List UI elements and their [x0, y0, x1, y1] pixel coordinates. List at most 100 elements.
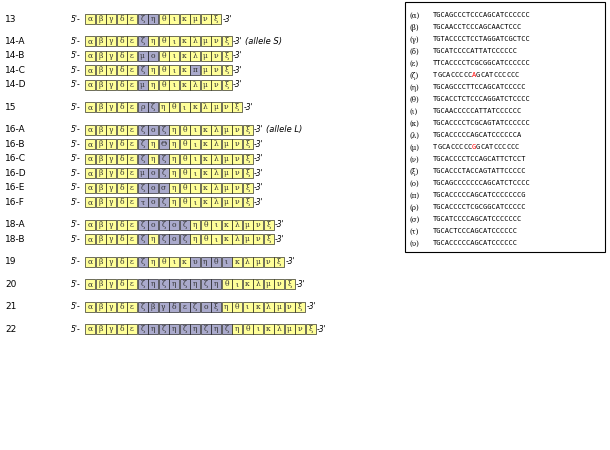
Text: λ: λ — [214, 198, 218, 207]
FancyBboxPatch shape — [243, 324, 253, 334]
FancyBboxPatch shape — [137, 36, 148, 46]
FancyBboxPatch shape — [137, 51, 148, 61]
Text: ξ: ξ — [245, 170, 249, 177]
Text: ι: ι — [193, 155, 196, 163]
FancyBboxPatch shape — [148, 154, 158, 164]
Text: β: β — [98, 303, 102, 311]
Text: β: β — [98, 155, 102, 163]
Text: ζ: ζ — [140, 37, 145, 45]
Text: ο: ο — [203, 303, 208, 311]
Text: α: α — [87, 81, 93, 89]
FancyBboxPatch shape — [232, 154, 242, 164]
FancyBboxPatch shape — [137, 125, 148, 135]
FancyBboxPatch shape — [137, 234, 148, 244]
Text: η: η — [172, 198, 176, 207]
Text: ζ: ζ — [140, 184, 145, 192]
FancyBboxPatch shape — [127, 234, 137, 244]
Text: ε: ε — [182, 303, 187, 311]
FancyBboxPatch shape — [117, 154, 126, 164]
FancyBboxPatch shape — [137, 220, 148, 230]
Text: λ: λ — [235, 221, 240, 229]
FancyBboxPatch shape — [117, 80, 126, 90]
Text: C: C — [498, 72, 502, 78]
FancyBboxPatch shape — [148, 80, 158, 90]
FancyBboxPatch shape — [201, 183, 210, 193]
Text: C: C — [502, 72, 506, 78]
FancyBboxPatch shape — [159, 279, 168, 289]
Text: ζ: ζ — [140, 140, 145, 148]
FancyBboxPatch shape — [127, 183, 137, 193]
Text: ξ: ξ — [214, 303, 218, 311]
Text: 16-B: 16-B — [5, 140, 26, 149]
FancyBboxPatch shape — [85, 183, 95, 193]
FancyBboxPatch shape — [169, 324, 179, 334]
Text: γ: γ — [109, 184, 113, 192]
Text: ν: ν — [224, 104, 229, 112]
FancyBboxPatch shape — [96, 125, 106, 135]
Text: γ: γ — [109, 170, 113, 177]
Text: 5'-: 5'- — [71, 235, 81, 244]
FancyBboxPatch shape — [201, 168, 210, 179]
FancyBboxPatch shape — [117, 279, 126, 289]
FancyBboxPatch shape — [211, 103, 221, 112]
FancyBboxPatch shape — [201, 140, 210, 149]
FancyBboxPatch shape — [127, 324, 137, 334]
Text: λ: λ — [256, 280, 260, 288]
Text: ε: ε — [130, 325, 134, 333]
FancyBboxPatch shape — [264, 220, 273, 230]
FancyBboxPatch shape — [201, 66, 210, 76]
FancyBboxPatch shape — [211, 220, 221, 230]
Text: θ: θ — [161, 67, 166, 75]
FancyBboxPatch shape — [211, 183, 221, 193]
FancyBboxPatch shape — [127, 125, 137, 135]
FancyBboxPatch shape — [169, 154, 179, 164]
Text: C: C — [442, 144, 446, 150]
FancyBboxPatch shape — [243, 198, 253, 207]
FancyBboxPatch shape — [169, 257, 179, 267]
FancyBboxPatch shape — [96, 66, 106, 76]
Text: η: η — [172, 155, 176, 163]
Text: ζ: ζ — [140, 280, 145, 288]
FancyBboxPatch shape — [127, 302, 137, 312]
FancyBboxPatch shape — [159, 183, 168, 193]
Text: (α): (α) — [409, 12, 419, 20]
FancyBboxPatch shape — [137, 66, 148, 76]
Text: ν: ν — [298, 325, 303, 333]
FancyBboxPatch shape — [117, 302, 126, 312]
Text: μ: μ — [140, 81, 145, 89]
Text: 5'-: 5'- — [71, 302, 81, 311]
FancyBboxPatch shape — [169, 168, 179, 179]
FancyBboxPatch shape — [201, 154, 210, 164]
Text: ι: ι — [173, 81, 176, 89]
FancyBboxPatch shape — [201, 220, 210, 230]
Text: 18-B: 18-B — [5, 235, 26, 244]
FancyBboxPatch shape — [148, 279, 158, 289]
FancyBboxPatch shape — [85, 36, 95, 46]
FancyBboxPatch shape — [117, 140, 126, 149]
Text: C: C — [450, 144, 454, 150]
FancyBboxPatch shape — [106, 220, 116, 230]
Text: υ: υ — [193, 258, 197, 266]
Text: ζ: ζ — [224, 325, 229, 333]
Text: ξ: ξ — [235, 104, 239, 112]
FancyBboxPatch shape — [284, 302, 295, 312]
Text: γ: γ — [109, 81, 113, 89]
Text: κ: κ — [203, 198, 208, 207]
Text: γ: γ — [109, 325, 113, 333]
Text: η: η — [151, 67, 156, 75]
Text: κ: κ — [182, 67, 187, 75]
Text: β: β — [98, 104, 102, 112]
FancyBboxPatch shape — [190, 220, 200, 230]
Text: 14-C: 14-C — [5, 66, 26, 75]
FancyBboxPatch shape — [201, 302, 210, 312]
FancyBboxPatch shape — [190, 234, 200, 244]
Text: β: β — [98, 170, 102, 177]
FancyBboxPatch shape — [201, 103, 210, 112]
Text: α: α — [87, 303, 93, 311]
FancyBboxPatch shape — [137, 279, 148, 289]
Text: β: β — [98, 258, 102, 266]
Text: C: C — [515, 72, 519, 78]
Text: δ: δ — [119, 325, 124, 333]
Text: ε: ε — [130, 170, 134, 177]
Text: ε: ε — [130, 104, 134, 112]
